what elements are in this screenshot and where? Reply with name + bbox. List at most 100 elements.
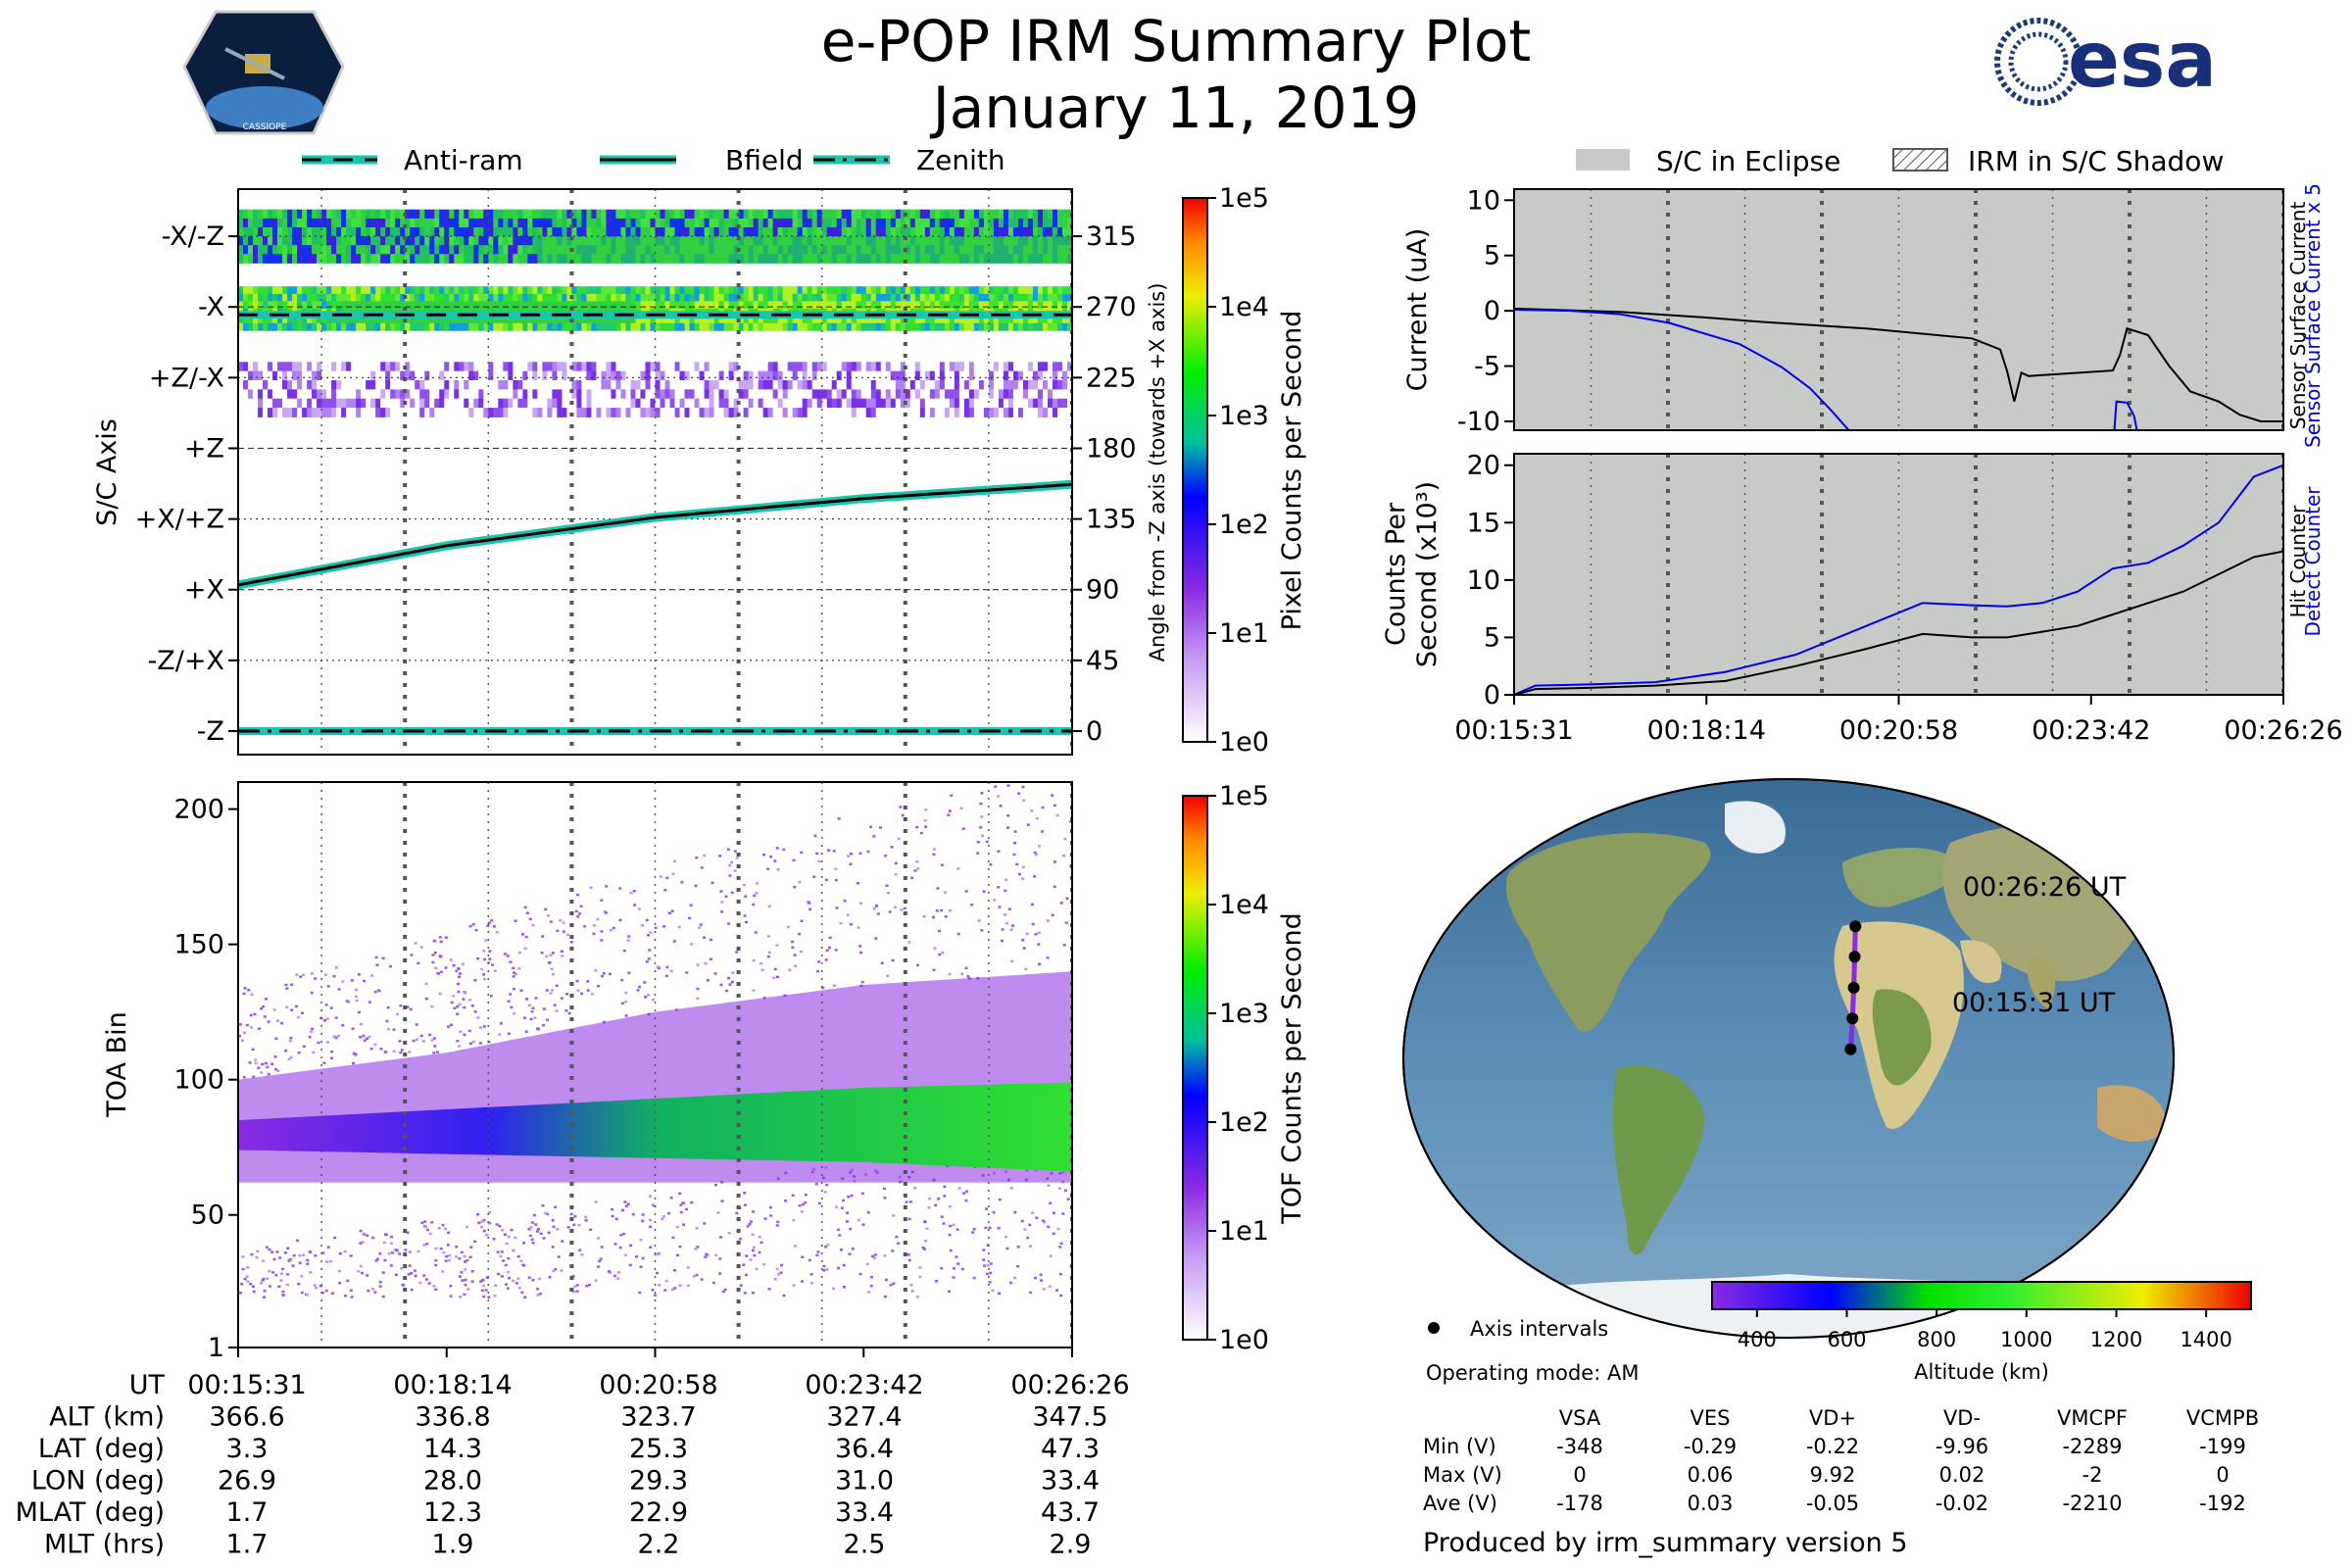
angle-band-cell [900,362,906,372]
toa-scatter-point [933,947,937,950]
angle-band-cell [253,316,259,324]
angle-band-cell [370,293,376,302]
toa-scatter-point [937,1198,941,1200]
angle-band-cell [728,301,735,310]
angle-band-cell [944,389,951,400]
angle-band-cell [772,408,779,417]
angle-band-cell [542,389,548,400]
angle-band-cell [718,389,725,400]
angle-band-cell [419,389,425,400]
toa-scatter-point [703,854,707,858]
angle-band-cell [777,398,784,409]
angle-band-cell [738,398,745,409]
toa-scatter-point [667,1211,671,1215]
angle-band-cell [919,389,926,400]
angle-band-cell [380,362,386,372]
angle-band-cell [836,286,843,295]
angle-band-cell [571,293,578,302]
angle-band-cell [733,218,740,228]
angle-band-cell [370,254,376,264]
angle-band-cell [532,408,538,417]
angle-band-cell [758,398,764,409]
toa-scatter-point [423,1220,427,1223]
angle-band-cell [351,362,357,372]
angle-band-cell [895,322,902,331]
altitude-tick-label: 1400 [2180,1328,2231,1351]
angle-band-cell [478,322,484,331]
angle-band-cell [978,398,985,409]
angle-band-cell [336,380,342,390]
angle-band-cell [606,389,612,400]
toa-scatter-point [756,882,760,885]
toa-scatter-point [1017,872,1021,876]
angle-band-cell [581,322,588,331]
angle-band-cell [410,254,416,264]
angle-band-cell [905,316,911,324]
toa-scatter-point [374,956,378,959]
angle-band-cell [924,245,931,255]
angle-band-cell [1066,408,1072,417]
toa-scatter-point [572,1290,576,1294]
angle-band-cell [444,254,450,264]
angle-band-cell [341,227,347,237]
angle-band-cell [566,227,572,237]
toa-scatter-point [349,1289,353,1293]
angle-band-cell [297,408,303,417]
angle-band-cell [713,398,720,409]
angle-band-cell [439,209,445,220]
toa-scatter-point [510,1228,514,1232]
angle-band-cell [253,389,259,400]
angle-band-cell [635,286,642,295]
toa-scatter-point [838,1234,842,1237]
angle-band-cell [620,408,627,417]
angle-band-cell [356,301,362,310]
toa-scatter-point [482,1295,486,1298]
angle-band-cell [527,380,533,390]
angle-band-cell [317,362,322,372]
angle-band-cell [762,370,769,381]
toa-scatter-point [980,929,984,932]
toa-scatter-point [544,1211,548,1215]
toa-scatter-point [801,1202,805,1206]
toa-scatter-point [361,1271,365,1275]
angle-band-cell [821,316,828,324]
toa-scatter-point [1046,919,1050,922]
angle-band-cell [718,370,725,381]
toa-scatter-point [872,835,876,838]
angle-band-cell [356,389,362,400]
angle-band-cell [336,254,342,264]
toa-scatter-point [814,1182,818,1186]
angle-band-cell [473,245,479,255]
toa-scatter-point [547,960,551,964]
toa-scatter-point [1012,853,1016,857]
angle-band-cell [718,362,725,372]
angle-band-cell [905,408,911,417]
angle-band-cell [1007,322,1014,331]
angle-band-cell [282,236,288,246]
angle-band-cell [704,218,710,228]
toa-scatter-point [419,946,423,949]
angle-band-cell [557,209,563,220]
angle-band-cell [704,236,710,246]
toa-scatter-point [779,1271,783,1274]
toa-scatter-point [517,1286,521,1290]
angle-band-cell [297,236,303,246]
angle-band-cell [547,301,553,310]
angle-band-cell [664,209,671,220]
angle-band-cell [625,286,632,295]
toa-scatter-point [840,1206,844,1209]
angle-band-cell [400,245,406,255]
angle-band-cell [390,245,396,255]
angle-band-cell [464,218,469,228]
angle-band-cell [860,322,867,331]
legend-antiram: Anti-ram [404,144,523,176]
angle-band-cell [1061,370,1068,381]
angle-band-cell [277,286,283,295]
angle-band-cell [346,245,352,255]
angle-band-cell [253,398,259,409]
angle-band-cell [341,209,347,220]
angle-band-cell [709,218,715,228]
angle-band-cell [630,362,637,372]
angle-band-cell [542,316,548,324]
toa-scatter-point [517,951,521,955]
